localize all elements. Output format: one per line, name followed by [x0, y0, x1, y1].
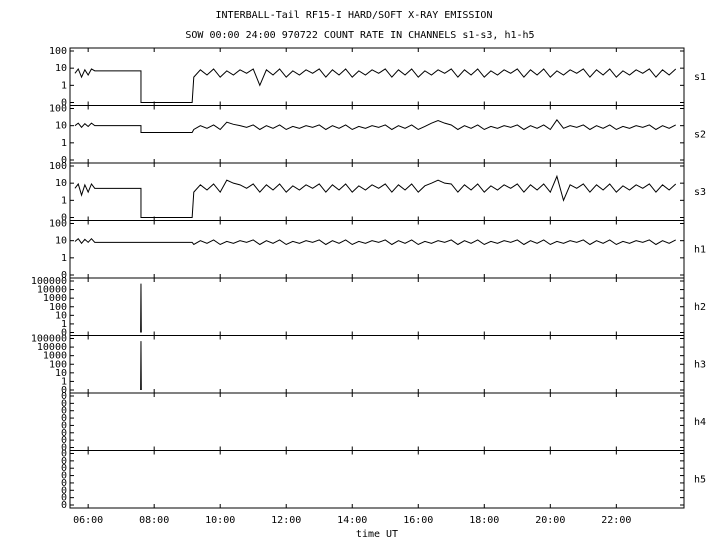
y-tick-label: 0: [61, 391, 67, 402]
y-tick-label: 0: [61, 270, 67, 281]
panel-label: h2: [694, 302, 706, 313]
panel-label: h4: [694, 417, 706, 428]
y-tick-label: 10000: [37, 342, 67, 353]
y-tick-label: 0: [61, 98, 67, 109]
panel-label: h1: [694, 244, 706, 255]
x-tick-label: 08:00: [139, 515, 169, 526]
y-tick-label: 0: [61, 478, 67, 489]
panel-label: h3: [694, 359, 706, 370]
y-tick-label: 100: [49, 161, 67, 172]
y-tick-label: 1000: [43, 293, 67, 304]
y-tick-label: 1: [61, 319, 67, 330]
x-tick-label: 10:00: [205, 515, 235, 526]
y-tick-label: 0: [61, 493, 67, 504]
y-tick-label: 0: [61, 443, 67, 454]
data-line: [74, 237, 676, 246]
y-tick-label: 0: [61, 485, 67, 496]
data-line: [74, 174, 677, 218]
y-tick-label: 0: [61, 420, 67, 431]
x-axis-label: time UT: [356, 529, 398, 540]
x-tick-label: 22:00: [601, 515, 631, 526]
chart-title: INTERBALL-Tail RF15-I HARD/SOFT X-RAY EM…: [216, 10, 493, 21]
x-tick-label: 16:00: [403, 515, 433, 526]
y-tick-label: 10: [55, 121, 67, 132]
y-tick-label: 10: [55, 368, 67, 379]
x-tick-label: 18:00: [469, 515, 499, 526]
y-tick-label: 0: [61, 155, 67, 166]
y-tick-label: 100: [49, 104, 67, 115]
y-tick-label: 0: [61, 449, 67, 460]
y-tick-label: 0: [61, 500, 67, 511]
y-tick-label: 1000: [43, 351, 67, 362]
panel-label: s1: [694, 72, 706, 83]
y-tick-label: 0: [61, 471, 67, 482]
data-line: [74, 118, 676, 133]
y-tick-label: 0: [61, 435, 67, 446]
chart-subtitle: SOW 00:00 24:00 970722 COUNT RATE IN CHA…: [185, 30, 534, 41]
y-tick-label: 10: [55, 63, 67, 74]
y-tick-label: 100: [49, 302, 67, 313]
y-tick-label: 1: [61, 80, 67, 91]
panel-label: s2: [694, 129, 706, 140]
y-tick-label: 1: [61, 195, 67, 206]
y-tick-label: 0: [61, 398, 67, 409]
x-tick-label: 14:00: [337, 515, 367, 526]
y-tick-label: 1: [61, 376, 67, 387]
y-tick-label: 100000: [31, 334, 67, 345]
y-tick-label: 100: [49, 219, 67, 230]
y-tick-label: 0: [61, 428, 67, 439]
data-line: [140, 283, 142, 333]
data-line: [74, 67, 677, 103]
x-tick-label: 20:00: [535, 515, 565, 526]
y-tick-label: 10: [55, 236, 67, 247]
x-tick-label: 12:00: [271, 515, 301, 526]
x-tick-label: 06:00: [73, 515, 103, 526]
y-tick-label: 0: [61, 413, 67, 424]
y-tick-label: 10000: [37, 285, 67, 296]
y-tick-label: 100000: [31, 276, 67, 287]
y-tick-label: 100: [49, 46, 67, 57]
y-tick-label: 0: [61, 463, 67, 474]
y-tick-label: 1: [61, 138, 67, 149]
y-tick-label: 0: [61, 385, 67, 396]
y-tick-label: 1: [61, 253, 67, 264]
panel-label: s3: [694, 187, 706, 198]
y-tick-label: 0: [61, 406, 67, 417]
panel-label: h5: [694, 474, 706, 485]
data-line: [140, 341, 142, 391]
y-tick-label: 10: [55, 310, 67, 321]
y-tick-label: 0: [61, 456, 67, 467]
y-tick-label: 10: [55, 178, 67, 189]
y-tick-label: 100: [49, 359, 67, 370]
y-tick-label: 0: [61, 328, 67, 339]
panel-frame: [69, 450, 685, 509]
y-tick-label: 0: [61, 213, 67, 224]
